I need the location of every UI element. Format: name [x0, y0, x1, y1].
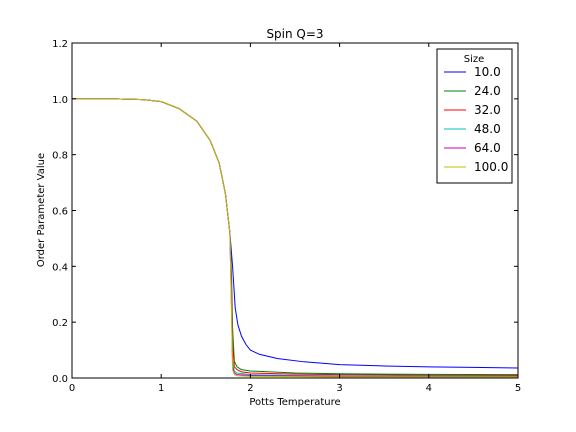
y-tick-label: 1.0	[52, 95, 68, 106]
y-tick-label: 0.6	[52, 207, 68, 218]
legend-label: 24.0	[474, 84, 501, 98]
x-tick-label: 2	[247, 383, 253, 394]
x-axis-label: Potts Temperature	[249, 397, 340, 408]
legend-label: 10.0	[474, 65, 501, 79]
legend-title: Size	[464, 54, 485, 65]
x-tick-label: 5	[515, 383, 521, 394]
x-tick-label: 3	[336, 383, 342, 394]
x-tick-label: 4	[426, 383, 432, 394]
y-tick-label: 0.2	[52, 318, 68, 329]
series-layer	[72, 98, 519, 378]
legend: Size 10.0 24.0 32.0 48.0 64.0 100.0	[436, 48, 513, 184]
y-tick-label: 0.4	[52, 262, 68, 273]
legend-entries: 10.0 24.0 32.0 48.0 64.0 100.0	[444, 65, 508, 174]
ticks-layer: 0 1 2 3 4 5 0.0 0.2 0.4 0.6 0.8 1.0 1.2	[52, 39, 521, 394]
legend-label: 100.0	[474, 160, 508, 174]
y-tick-label: 0.8	[52, 151, 68, 162]
y-axis-label: Order Parameter Value	[36, 153, 47, 267]
legend-label: 48.0	[474, 122, 501, 136]
legend-label: 32.0	[474, 103, 501, 117]
legend-label: 64.0	[474, 141, 501, 155]
series-line-100.0	[72, 98, 518, 378]
chart-title: Spin Q=3	[266, 27, 323, 41]
x-tick-label: 1	[158, 383, 164, 394]
y-tick-label: 1.2	[52, 39, 68, 50]
legend-box	[436, 48, 513, 184]
x-tick-label: 0	[69, 383, 75, 394]
y-tick-label: 0.0	[52, 374, 68, 385]
